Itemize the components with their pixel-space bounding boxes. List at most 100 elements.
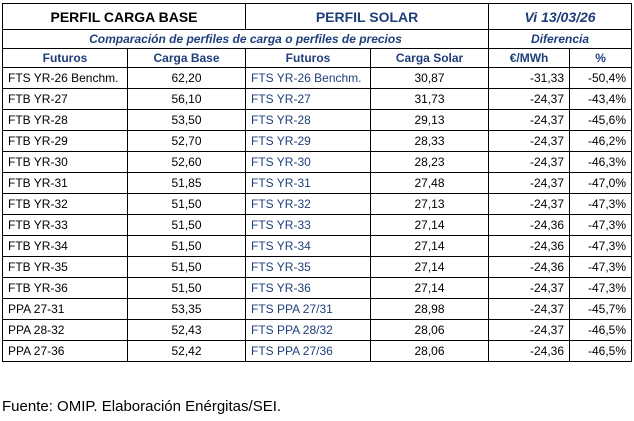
table-row: FTB YR-35 51,50 FTS YR-35 27,14 -24,36 -47,3%	[2, 256, 633, 278]
diff-eur-cell: -24,37	[488, 193, 571, 215]
carga-solar-cell: 27,14	[370, 256, 490, 278]
futuro-base-cell: FTB YR-27	[2, 88, 128, 110]
table-row: FTB YR-28 53,50 FTS YR-28 29,13 -24,37 -45,6%	[2, 109, 633, 131]
table-row: FTB YR-31 51,85 FTS YR-31 27,48 -24,37 -47,0%	[2, 172, 633, 194]
diff-pct-cell: -46,2%	[569, 130, 633, 152]
carga-base-cell: 51,50	[126, 193, 247, 215]
col-header-carga-solar: Carga Solar	[370, 48, 490, 68]
futuro-solar-cell: FTS YR-30	[245, 151, 372, 173]
source-note: Fuente: OMIP. Elaboración Enérgitas/SEI.	[2, 398, 282, 415]
col-header-pct: %	[569, 48, 633, 68]
diff-pct-cell: -47,0%	[569, 172, 633, 194]
carga-solar-cell: 28,98	[370, 298, 490, 320]
futuro-base-cell: FTB YR-36	[2, 277, 128, 299]
diff-pct-cell: -50,4%	[569, 67, 633, 89]
futuro-base-cell: FTB YR-31	[2, 172, 128, 194]
difference-title: Diferencia	[488, 29, 633, 49]
carga-solar-cell: 27,14	[370, 235, 490, 257]
table-subtitle: Comparación de perfiles de carga o perfi…	[1, 29, 490, 49]
futuro-solar-cell: FTS YR-31	[245, 172, 372, 194]
base-profile-title: PERFIL CARGA BASE	[1, 3, 247, 30]
carga-solar-cell: 27,14	[370, 214, 490, 236]
diff-pct-cell: -47,3%	[569, 214, 633, 236]
carga-solar-cell: 29,13	[370, 109, 490, 131]
futuro-solar-cell: FTS YR-27	[245, 88, 372, 110]
futuro-base-cell: FTB YR-29	[2, 130, 128, 152]
carga-base-cell: 62,20	[126, 67, 247, 89]
subtitle-row: Comparación de perfiles de carga o perfi…	[1, 29, 633, 49]
carga-base-cell: 52,60	[126, 151, 247, 173]
futuro-solar-cell: FTS YR-33	[245, 214, 372, 236]
diff-eur-cell: -24,37	[488, 130, 571, 152]
futuro-base-cell: PPA 27-36	[2, 340, 128, 362]
table-row: FTB YR-36 51,50 FTS YR-36 27,14 -24,37 -47,3%	[2, 277, 633, 299]
diff-eur-cell: -24,37	[488, 298, 571, 320]
col-header-futuros-solar: Futuros	[245, 48, 372, 68]
load-profile-table: PERFIL CARGA BASE PERFIL SOLAR Vi 13/03/…	[1, 3, 633, 362]
carga-solar-cell: 27,13	[370, 193, 490, 215]
carga-base-cell: 56,10	[126, 88, 247, 110]
diff-pct-cell: -45,7%	[569, 298, 633, 320]
column-header-row: Futuros Carga Base Futuros Carga Solar €…	[2, 48, 633, 68]
diff-eur-cell: -24,37	[488, 172, 571, 194]
futuro-base-cell: FTB YR-34	[2, 235, 128, 257]
carga-base-cell: 51,50	[126, 214, 247, 236]
futuro-base-cell: FTB YR-30	[2, 151, 128, 173]
futuro-solar-cell: FTS PPA 28/32	[245, 319, 372, 341]
futuro-solar-cell: FTS YR-34	[245, 235, 372, 257]
diff-eur-cell: -24,36	[488, 214, 571, 236]
carga-base-cell: 53,50	[126, 109, 247, 131]
carga-solar-cell: 30,87	[370, 67, 490, 89]
futuro-solar-cell: FTS YR-28	[245, 109, 372, 131]
diff-eur-cell: -24,36	[488, 256, 571, 278]
table-row: PPA 27-36 52,42 FTS PPA 27/36 28,06 -24,36 -4…	[2, 340, 633, 362]
table-row: FTB YR-34 51,50 FTS YR-34 27,14 -24,36 -47,3%	[2, 235, 633, 257]
carga-base-cell: 51,50	[126, 256, 247, 278]
futuro-solar-cell: FTS YR-32	[245, 193, 372, 215]
table-row: FTB YR-29 52,70 FTS YR-29 28,33 -24,37 -46,2%	[2, 130, 633, 152]
table-row: FTB YR-33 51,50 FTS YR-33 27,14 -24,36 -47,3%	[2, 214, 633, 236]
diff-eur-cell: -24,36	[488, 340, 571, 362]
futuro-base-cell: FTB YR-35	[2, 256, 128, 278]
diff-eur-cell: -31,33	[488, 67, 571, 89]
diff-eur-cell: -24,37	[488, 109, 571, 131]
diff-eur-cell: -24,37	[488, 88, 571, 110]
carga-solar-cell: 28,33	[370, 130, 490, 152]
col-header-carga-base: Carga Base	[126, 48, 247, 68]
col-header-eur-mwh: €/MWh	[488, 48, 571, 68]
futuro-base-cell: FTB YR-32	[2, 193, 128, 215]
diff-pct-cell: -46,5%	[569, 340, 633, 362]
diff-eur-cell: -24,37	[488, 277, 571, 299]
carga-solar-cell: 28,23	[370, 151, 490, 173]
futuro-solar-cell: FTS YR-26 Benchm.	[245, 67, 372, 89]
carga-solar-cell: 27,48	[370, 172, 490, 194]
table-row: FTS YR-26 Benchm. 62,20 FTS YR-26 Benchm. 3…	[2, 67, 633, 89]
diff-pct-cell: -45,6%	[569, 109, 633, 131]
carga-solar-cell: 31,73	[370, 88, 490, 110]
futuro-solar-cell: FTS PPA 27/31	[245, 298, 372, 320]
diff-pct-cell: -46,5%	[569, 319, 633, 341]
solar-profile-title: PERFIL SOLAR	[245, 3, 490, 30]
table-row: FTB YR-27 56,10 FTS YR-27 31,73 -24,37 -43,4%	[2, 88, 633, 110]
carga-base-cell: 51,50	[126, 277, 247, 299]
diff-pct-cell: -47,3%	[569, 256, 633, 278]
diff-pct-cell: -47,3%	[569, 235, 633, 257]
futuro-base-cell: PPA 28-32	[2, 319, 128, 341]
carga-base-cell: 52,42	[126, 340, 247, 362]
diff-pct-cell: -43,4%	[569, 88, 633, 110]
diff-eur-cell: -24,37	[488, 151, 571, 173]
table-row: PPA 27-31 53,35 FTS PPA 27/31 28,98 -24,37 -4…	[2, 298, 633, 320]
col-header-futuros-base: Futuros	[2, 48, 128, 68]
carga-solar-cell: 27,14	[370, 277, 490, 299]
carga-solar-cell: 28,06	[370, 340, 490, 362]
table-row: FTB YR-32 51,50 FTS YR-32 27,13 -24,37 -47,3%	[2, 193, 633, 215]
futuro-base-cell: PPA 27-31	[2, 298, 128, 320]
carga-base-cell: 53,35	[126, 298, 247, 320]
title-row: PERFIL CARGA BASE PERFIL SOLAR Vi 13/03/…	[1, 3, 633, 30]
diff-pct-cell: -47,3%	[569, 277, 633, 299]
table-row: FTB YR-30 52,60 FTS YR-30 28,23 -24,37 -46,3%	[2, 151, 633, 173]
carga-base-cell: 51,85	[126, 172, 247, 194]
carga-solar-cell: 28,06	[370, 319, 490, 341]
diff-eur-cell: -24,37	[488, 319, 571, 341]
